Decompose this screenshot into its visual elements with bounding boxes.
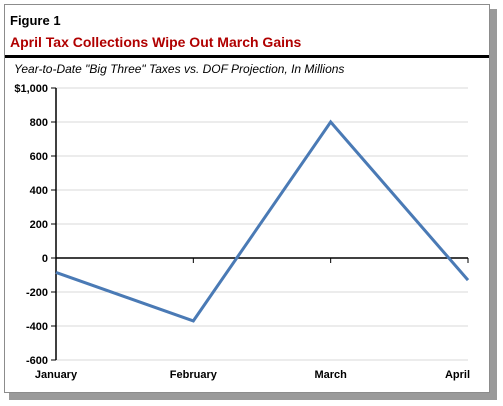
x-axis-ticks: January February March April xyxy=(35,258,470,381)
y-tick-label: 0 xyxy=(42,253,48,265)
series-line xyxy=(55,119,470,323)
gridlines xyxy=(56,87,468,361)
y-tick-label: 400 xyxy=(30,185,48,197)
x-tick-label: February xyxy=(170,369,218,381)
y-tick-label: $1,000 xyxy=(14,83,48,95)
y-tick-label: 600 xyxy=(30,151,48,163)
y-tick-label: 800 xyxy=(30,117,48,129)
y-tick-label: -400 xyxy=(26,321,48,333)
y-tick-label: -200 xyxy=(26,287,48,299)
x-tick-label: March xyxy=(314,369,347,381)
figure-frame xyxy=(4,4,490,393)
series-group xyxy=(55,119,470,323)
x-tick-label: April xyxy=(445,369,470,381)
figure-title: April Tax Collections Wipe Out March Gai… xyxy=(10,34,302,50)
chart-subtitle: Year-to-Date "Big Three" Taxes vs. DOF P… xyxy=(14,62,345,76)
y-tick-label: -600 xyxy=(26,355,48,367)
title-rule xyxy=(5,55,489,58)
figure-label: Figure 1 xyxy=(10,13,61,28)
y-axis-ticks: -600 -400 -200 0 200 400 600 800 $1,000 xyxy=(14,83,56,367)
x-tick-label: January xyxy=(35,369,78,381)
y-tick-label: 200 xyxy=(30,219,48,231)
